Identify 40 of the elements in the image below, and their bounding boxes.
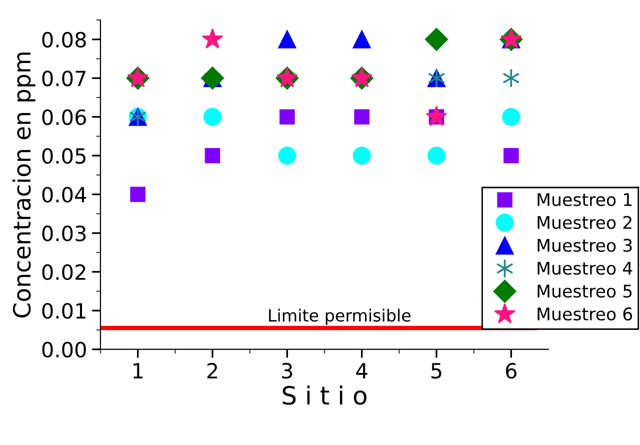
point (354, 109, 370, 125)
y-tick-label: 0.08 (42, 32, 86, 48)
y-tick-label: 0.01 (42, 303, 86, 319)
point (424, 28, 448, 51)
point (352, 146, 371, 165)
point (278, 146, 296, 165)
y-tick-label: 0.06 (42, 109, 86, 126)
point (202, 28, 224, 49)
ref-line-label: Limite permisible (269, 308, 410, 325)
point (352, 30, 371, 48)
legend-label: Muestreo 3 (538, 238, 632, 252)
x-tick-label: 1 (133, 363, 143, 378)
point (130, 186, 146, 202)
y-tick-label: 0.03 (42, 226, 86, 242)
y-tick-label: 0.05 (42, 148, 86, 164)
legend-label: Muestreo 4 (538, 262, 632, 275)
x-tick-label: 5 (431, 363, 442, 379)
y-tick-label: 0.04 (42, 186, 86, 203)
legend-label: Muestreo 2 (538, 216, 632, 230)
point (504, 148, 519, 164)
legend-label: Muestreo 5 (538, 284, 632, 298)
x-axis-title: S i t i o (282, 385, 366, 405)
point (204, 148, 220, 164)
x-tick-label: 2 (207, 362, 218, 378)
y-tick-label: 0.00 (42, 342, 86, 358)
legend-label: Muestreo 1 (538, 193, 632, 206)
point (502, 68, 520, 88)
point (278, 30, 296, 48)
x-tick-label: 3 (282, 362, 292, 379)
y-axis-title: Concentracion en ppm (12, 52, 36, 318)
x-tick-label: 4 (356, 363, 368, 378)
legend-label: Muestreo 6 (538, 307, 632, 321)
point (203, 108, 222, 126)
point (502, 108, 520, 126)
y-tick-label: 0.02 (42, 264, 86, 280)
y-tick-label: 0.07 (42, 70, 86, 86)
point (280, 109, 295, 125)
x-tick-label: 6 (506, 362, 516, 379)
point (426, 106, 448, 126)
point (427, 146, 446, 165)
